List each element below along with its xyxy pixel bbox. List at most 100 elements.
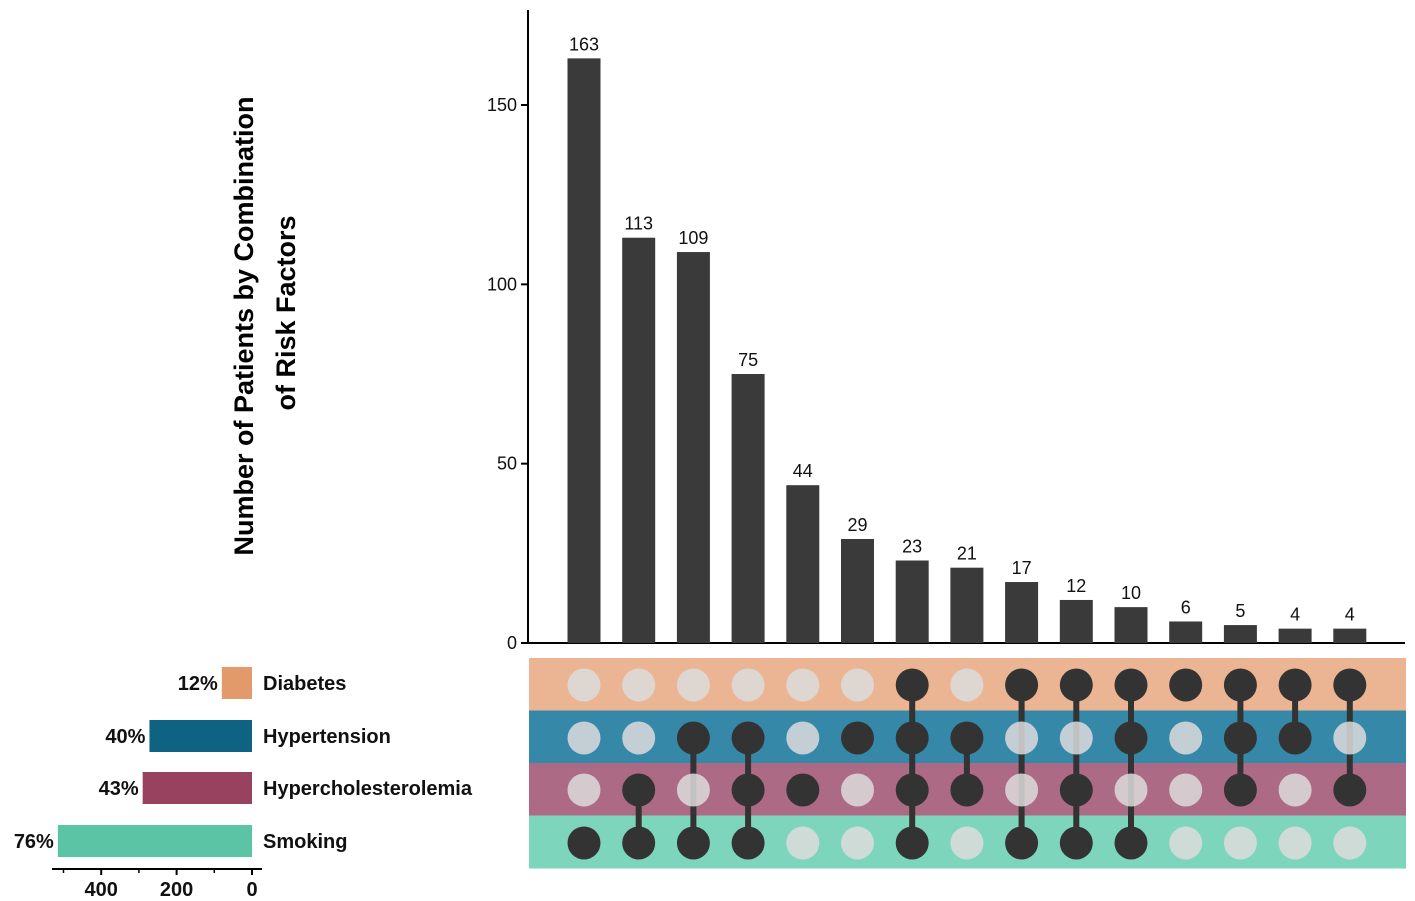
bar-value-label: 5 (1235, 601, 1245, 621)
matrix-dot-inactive (1223, 826, 1257, 860)
matrix-dot-active (622, 826, 656, 860)
intersection-bar (1169, 621, 1203, 643)
set-size-tick-label: 200 (160, 879, 193, 901)
bar-value-label: 163 (569, 34, 599, 54)
matrix-dot-inactive (1169, 826, 1203, 860)
intersection-bar (786, 485, 820, 643)
bar-value-label: 109 (678, 228, 708, 248)
matrix-dot-active (731, 773, 765, 807)
matrix-dot-active (1059, 826, 1093, 860)
matrix-dot-active (731, 721, 765, 755)
intersection-bar (1333, 628, 1367, 643)
matrix-dot-inactive (676, 773, 710, 807)
matrix-dot-inactive (1005, 773, 1039, 807)
bar-value-label: 21 (957, 544, 977, 564)
matrix-dot-inactive (841, 826, 874, 860)
matrix-dot-inactive (841, 668, 874, 702)
matrix-dot-active (1278, 668, 1312, 702)
bar-value-label: 17 (1012, 558, 1032, 578)
matrix-dot-active (1114, 721, 1148, 755)
matrix-dot-active (895, 826, 929, 860)
matrix-dot-active (1059, 668, 1093, 702)
intersection-bar (1059, 599, 1093, 643)
set-size-bar (57, 825, 252, 857)
set-size-bar (149, 720, 252, 752)
matrix-dot-active (622, 773, 656, 807)
intersection-bar (567, 58, 601, 643)
bar-value-label: 6 (1181, 597, 1191, 617)
matrix-dot-active (950, 773, 984, 807)
y-axis-title-line-2: of Risk Factors (271, 215, 301, 410)
matrix-dot-inactive (1114, 773, 1148, 807)
matrix-dot-inactive (1005, 721, 1039, 755)
matrix-dot-inactive (676, 668, 710, 702)
set-size-bar (221, 667, 252, 699)
y-tick-label: 50 (497, 454, 517, 474)
matrix-dot-inactive (1169, 773, 1203, 807)
y-tick-label: 0 (507, 633, 517, 653)
set-name-label: Hypercholesterolemia (263, 778, 473, 800)
set-percent-label: 12% (178, 673, 218, 695)
matrix-dot-active (676, 721, 710, 755)
set-percent-label: 43% (99, 778, 139, 800)
matrix-dot-active (567, 826, 601, 860)
matrix-dot-inactive (841, 773, 874, 807)
intersection-bar (622, 237, 656, 643)
matrix-dot-active (1114, 668, 1148, 702)
matrix-dot-active (676, 826, 710, 860)
intersection-bar (1223, 625, 1257, 643)
matrix-dot-inactive (622, 721, 656, 755)
matrix-dot-inactive (1278, 826, 1312, 860)
intersection-bar (950, 567, 984, 643)
set-name-label: Smoking (263, 831, 347, 853)
matrix-dot-inactive (786, 826, 820, 860)
matrix-dot-inactive (1333, 721, 1367, 755)
intersection-matrix (529, 658, 1406, 869)
y-axis-title-line-1: Number of Patients by Combination (229, 96, 259, 555)
matrix-dot-active (786, 773, 820, 807)
matrix-dot-inactive (622, 668, 656, 702)
bar-value-label: 75 (738, 350, 758, 370)
set-percent-label: 76% (14, 831, 54, 853)
set-name-label: Hypertension (263, 726, 391, 748)
matrix-dot-inactive (567, 668, 601, 702)
set-size-tick-label: 400 (85, 879, 118, 901)
bar-value-label: 23 (902, 537, 922, 557)
matrix-dot-inactive (950, 668, 984, 702)
matrix-dot-active (1223, 773, 1257, 807)
bar-value-label: 113 (624, 214, 653, 234)
intersection-bar (731, 374, 765, 643)
set-size-tick-label: 0 (246, 879, 257, 901)
matrix-dot-active (1223, 668, 1257, 702)
bar-value-label: 29 (847, 515, 867, 535)
matrix-dot-active (1005, 668, 1039, 702)
y-tick-label: 150 (487, 95, 517, 115)
matrix-dot-active (895, 773, 929, 807)
matrix-dot-active (1169, 668, 1203, 702)
matrix-dot-active (1005, 826, 1039, 860)
matrix-dot-inactive (567, 773, 601, 807)
matrix-dot-active (731, 826, 765, 860)
bar-value-label: 4 (1345, 605, 1355, 625)
intersection-bar (676, 252, 710, 643)
bar-value-label: 12 (1066, 576, 1086, 596)
matrix-dot-active (1333, 773, 1367, 807)
matrix-dot-inactive (1059, 721, 1093, 755)
matrix-dot-inactive (1169, 721, 1203, 755)
matrix-dot-active (1059, 773, 1093, 807)
matrix-dot-active (1333, 668, 1367, 702)
matrix-dot-inactive (1333, 826, 1367, 860)
matrix-dot-inactive (786, 668, 820, 702)
bar-value-label: 10 (1121, 583, 1141, 603)
intersection-bar (895, 560, 929, 643)
matrix-dot-active (950, 721, 984, 755)
intersection-bar (1114, 607, 1148, 643)
set-name-label: Diabetes (263, 673, 346, 695)
matrix-dot-active (1223, 721, 1257, 755)
matrix-dot-inactive (950, 826, 984, 860)
set-size-bar (142, 772, 252, 804)
matrix-dot-active (895, 668, 929, 702)
matrix-dot-active (895, 721, 929, 755)
